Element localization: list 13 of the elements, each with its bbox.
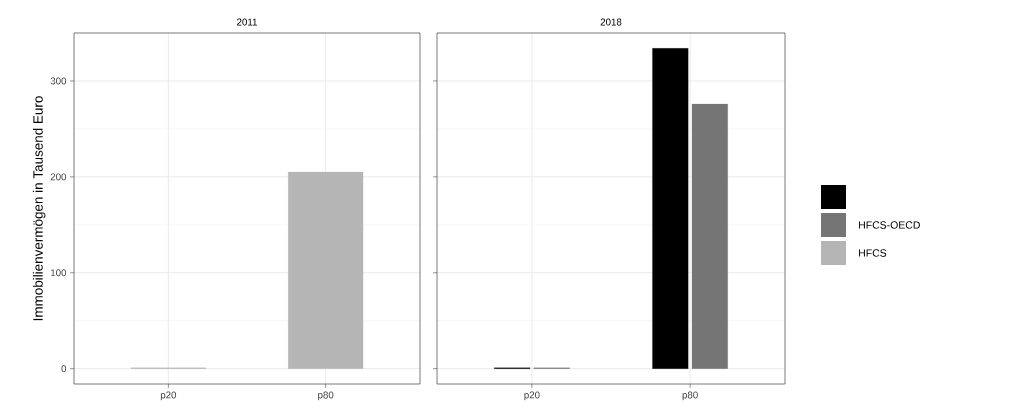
y-tick-label: 100 <box>51 269 67 277</box>
legend-label: HFCS-OECD <box>859 221 920 229</box>
x-tick-label: p20 <box>524 391 540 401</box>
y-tick-label: 300 <box>50 77 67 85</box>
legend-label: HFCS <box>859 249 887 257</box>
y-tick-label: 0 <box>61 365 67 373</box>
chart-title: 2018 <box>600 18 622 26</box>
y-axis-title: Immobilienvermögen in Tausend Euro <box>32 96 46 321</box>
y-tick-label: 200 <box>50 173 67 181</box>
x-tick-label: p80 <box>682 391 698 401</box>
chart-title: 2011 <box>237 18 257 26</box>
x-tick-label: p80 <box>318 391 334 401</box>
x-tick-label: p20 <box>160 391 177 401</box>
